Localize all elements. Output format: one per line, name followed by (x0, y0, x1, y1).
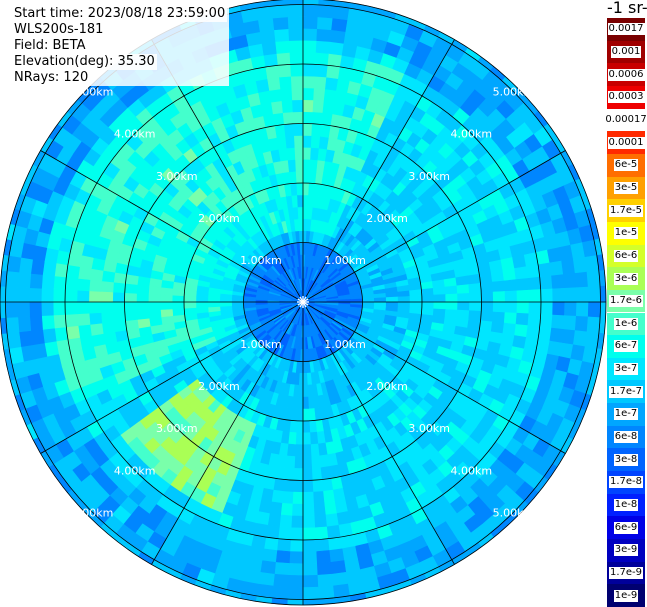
ring-label: 5.00km (493, 86, 535, 99)
colorbar-tick-label: 0.0003 (607, 91, 645, 104)
colorbar-tick-label: 1.7e-6 (608, 295, 644, 308)
colorbar-tick-label: 0.001 (610, 45, 642, 58)
colorbar-tick-label: 0.0017 (607, 23, 645, 36)
azimuth-spoke (40, 150, 304, 303)
ring-label: 4.00km (451, 464, 493, 477)
start-time: Start time: 2023/08/18 23:59:00 (12, 6, 228, 22)
colorbar-swatch: 6e-6 (607, 244, 645, 268)
ring-label: 3.00km (408, 422, 450, 435)
colorbar-swatch: 3e-8 (607, 448, 645, 472)
colorbar-tick-label: 6e-7 (613, 340, 639, 353)
instrument-id: WLS200s-181 (12, 22, 106, 38)
ring-label: 5.00km (72, 506, 114, 519)
colorbar-tick-label: 3e-7 (613, 363, 639, 376)
scan-info: Start time: 2023/08/18 23:59:00 WLS200s-… (10, 6, 230, 86)
ring-label: 2.00km (366, 212, 408, 225)
colorbar-swatch: 1e-5 (607, 221, 645, 245)
colorbar-tick-label: 1e-5 (613, 227, 639, 240)
center-marker (302, 298, 309, 303)
colorbar-swatch: 1e-8 (607, 493, 645, 517)
colorbar-swatch: 1e-9 (607, 584, 645, 607)
ring-label: 3.00km (408, 170, 450, 183)
colorbar-tick-label: 1.7e-8 (608, 476, 644, 489)
ring-label: 1.00km (240, 254, 282, 267)
colorbar-tick-label: 3e-9 (613, 544, 639, 557)
ring-label: 2.00km (198, 380, 240, 393)
colorbar-tick-label: 1.7e-7 (608, 385, 644, 398)
ring-label: 4.00km (114, 128, 156, 141)
azimuth-spoke (302, 150, 566, 303)
colorbar-swatch: 3e-7 (607, 357, 645, 381)
colorbar-swatch: 0.0017 (607, 18, 645, 41)
colorbar-swatch: 6e-9 (607, 516, 645, 540)
ring-labels: 1.00km 1.00km 1.00km 1.00km 2.00km 2.00km 2.00… (72, 86, 534, 520)
colorbar-swatch: 3e-9 (607, 539, 645, 562)
colorbar-swatch: 0.001 (607, 40, 645, 64)
azimuth-spoke (302, 301, 566, 454)
colorbar-swatch: 1.7e-9 (607, 561, 645, 585)
ring-label: 5.00km (72, 86, 114, 99)
colorbar-tick-label: 3e-6 (613, 272, 639, 285)
colorbar-tick-label: 6e-6 (613, 249, 639, 262)
colorbar-tick-label: 1.7e-9 (608, 567, 644, 579)
colorbar-tick-label: 1e-6 (613, 317, 639, 330)
colorbar-tick-label: 1.7e-5 (608, 204, 644, 217)
colorbar-tick-label: 0.00017 (604, 113, 647, 126)
ring-label: 4.00km (451, 128, 493, 141)
colorbar-tick-label: 6e-5 (613, 159, 639, 172)
azimuth-spoke (302, 301, 455, 565)
elevation: Elevation(deg): 35.30 (12, 54, 157, 70)
ring-label: 2.00km (198, 212, 240, 225)
colorbar-tick-label: 0.0001 (607, 136, 645, 149)
colorbar-swatch: 6e-8 (607, 425, 645, 449)
ring-label: 1.00km (324, 254, 366, 267)
field-name: Field: BETA (12, 38, 88, 54)
colorbar-swatch: 1.7e-5 (607, 199, 645, 222)
colorbar-swatch: 0.0003 (607, 85, 645, 109)
ring-label: 1.00km (324, 338, 366, 351)
ring-label: 2.00km (366, 380, 408, 393)
colorbar-swatch: 1e-6 (607, 312, 645, 336)
colorbar-swatch: 6e-5 (607, 153, 645, 177)
colorbar-swatch: 1.7e-7 (607, 380, 645, 404)
colorbar-swatch: 1.7e-8 (607, 471, 645, 494)
azimuth-spokes (0, 0, 606, 605)
colorbar-swatch: 3e-5 (607, 176, 645, 200)
colorbar-swatch: 3e-6 (607, 267, 645, 290)
azimuth-spoke (302, 39, 455, 303)
azimuth-spoke (151, 301, 304, 565)
ring-label: 3.00km (156, 170, 198, 183)
ring-label: 5.00km (493, 506, 535, 519)
colorbar-swatch: 0.0001 (607, 131, 645, 154)
colorbar-swatch: 1e-7 (607, 403, 645, 426)
colorbar-tick-label: 6e-9 (613, 521, 639, 534)
colorbar-tick-label: 1e-8 (613, 499, 639, 512)
colorbar-unit-title: -1 sr-1 (607, 0, 647, 17)
colorbar-tick-label: 1e-7 (613, 408, 639, 421)
colorbar-swatch: 0.00017 (604, 108, 647, 132)
ring-label: 1.00km (240, 338, 282, 351)
ring-label: 3.00km (156, 422, 198, 435)
colorbar-tick-label: 3e-8 (613, 453, 639, 466)
colorbar-swatch: 6e-7 (607, 335, 645, 358)
colorbar-swatch: 1.7e-6 (607, 289, 645, 313)
colorbar: 0.0017 0.001 0.0006 0.0003 0.00017 0.0001 6e-5… (604, 18, 647, 607)
nrays: NRays: 120 (12, 70, 91, 86)
colorbar-tick-label: 6e-8 (613, 431, 639, 444)
colorbar-tick-label: 3e-5 (613, 181, 639, 194)
colorbar-swatch: 0.0006 (607, 63, 645, 86)
azimuth-spoke (40, 301, 304, 454)
ring-label: 4.00km (114, 464, 156, 477)
colorbar-tick-label: 1e-9 (613, 589, 639, 602)
colorbar-tick-label: 0.0006 (607, 68, 645, 81)
